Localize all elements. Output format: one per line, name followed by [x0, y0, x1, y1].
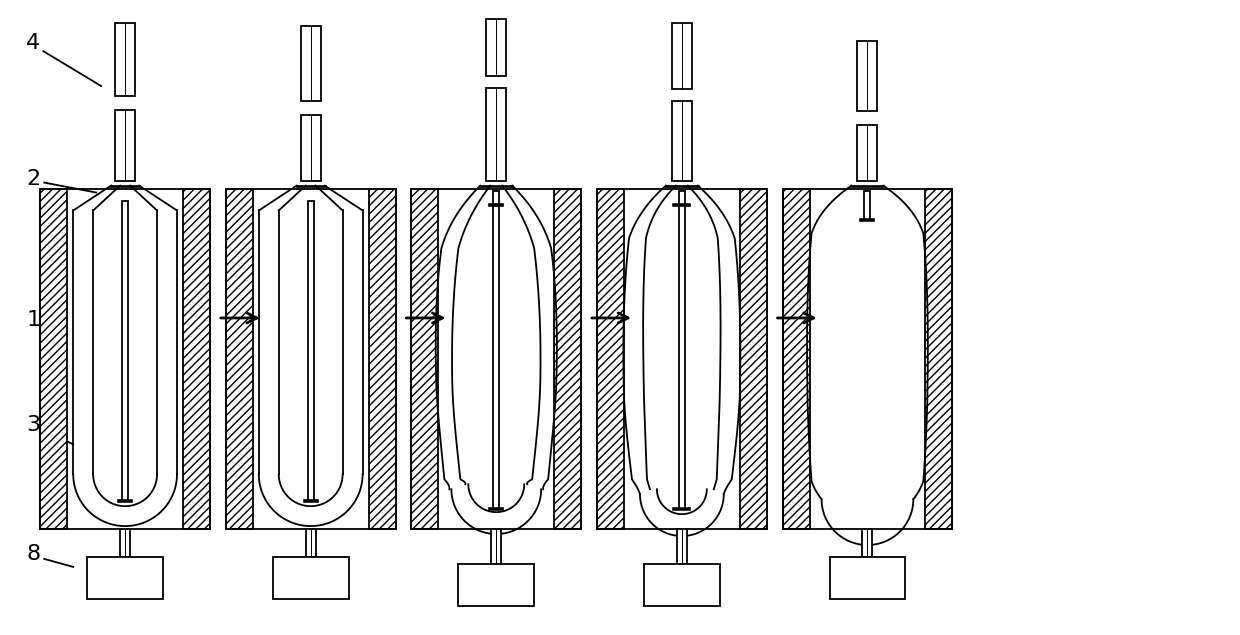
Bar	[596, 189, 624, 529]
Bar	[41, 189, 210, 529]
Bar	[782, 189, 810, 529]
Bar	[459, 564, 534, 606]
Text: 4: 4	[26, 33, 41, 53]
Bar	[925, 189, 952, 529]
Bar	[494, 190, 500, 509]
Bar	[41, 189, 210, 529]
Bar	[412, 189, 582, 529]
Text: 1: 1	[26, 310, 41, 330]
Bar	[308, 201, 314, 501]
Bar	[412, 189, 439, 529]
Bar	[864, 190, 870, 220]
Bar	[486, 88, 506, 180]
Bar	[115, 110, 135, 180]
Bar	[644, 564, 719, 606]
Bar	[596, 189, 766, 529]
Bar	[41, 189, 67, 529]
Bar	[596, 189, 766, 529]
Bar	[491, 529, 501, 564]
Bar	[672, 23, 692, 89]
Bar	[120, 529, 130, 557]
Bar	[412, 189, 582, 529]
Bar	[273, 557, 348, 599]
Bar	[122, 201, 128, 501]
Bar	[782, 189, 952, 529]
Bar	[226, 189, 253, 529]
Bar	[486, 19, 506, 76]
Text: 8: 8	[26, 544, 41, 564]
Bar	[226, 189, 396, 529]
Bar	[301, 26, 321, 101]
Bar	[301, 115, 321, 180]
Bar	[740, 189, 766, 529]
Text: 3: 3	[26, 415, 41, 434]
Bar	[672, 101, 692, 180]
Bar	[863, 529, 873, 557]
Bar	[184, 189, 210, 529]
Bar	[306, 529, 316, 557]
Bar	[554, 189, 582, 529]
Bar	[858, 41, 878, 111]
Text: 2: 2	[26, 169, 41, 189]
Bar	[858, 125, 878, 180]
Bar	[115, 23, 135, 96]
Bar	[677, 529, 687, 564]
Bar	[226, 189, 396, 529]
Bar	[830, 557, 905, 599]
Bar	[678, 190, 684, 509]
Bar	[87, 557, 162, 599]
Bar	[782, 189, 952, 529]
Bar	[368, 189, 396, 529]
